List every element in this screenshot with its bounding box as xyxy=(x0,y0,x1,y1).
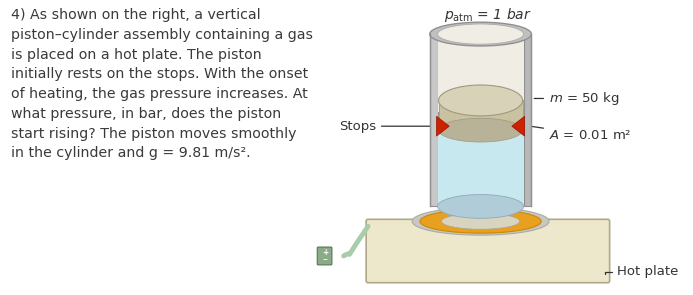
Ellipse shape xyxy=(437,195,524,218)
Text: 4) As shown on the right, a vertical
piston–cylinder assembly containing a gas
i: 4) As shown on the right, a vertical pis… xyxy=(11,8,313,160)
Polygon shape xyxy=(437,116,449,136)
Ellipse shape xyxy=(441,213,520,229)
Text: $p_\mathrm{atm}$ = 1 bar: $p_\mathrm{atm}$ = 1 bar xyxy=(444,6,532,24)
Text: Stops: Stops xyxy=(339,120,434,133)
Bar xyxy=(437,34,524,112)
Bar xyxy=(430,34,437,206)
Bar xyxy=(437,124,524,206)
Text: $m$ = 50 kg: $m$ = 50 kg xyxy=(534,90,620,107)
Text: Gas: Gas xyxy=(467,156,494,170)
Polygon shape xyxy=(512,116,525,136)
Ellipse shape xyxy=(412,207,549,235)
Text: Hot plate: Hot plate xyxy=(605,265,679,278)
Bar xyxy=(524,34,532,206)
Polygon shape xyxy=(373,224,603,279)
FancyBboxPatch shape xyxy=(317,247,332,265)
Text: +: + xyxy=(322,248,328,258)
Text: Piston: Piston xyxy=(465,110,506,123)
FancyBboxPatch shape xyxy=(366,219,610,283)
Text: $A$ = 0.01 m²: $A$ = 0.01 m² xyxy=(526,126,631,142)
Ellipse shape xyxy=(430,22,532,46)
Ellipse shape xyxy=(420,209,541,233)
Bar xyxy=(439,100,523,130)
Ellipse shape xyxy=(439,85,523,116)
Ellipse shape xyxy=(437,24,524,44)
Ellipse shape xyxy=(439,118,523,142)
Text: –: – xyxy=(323,254,328,264)
